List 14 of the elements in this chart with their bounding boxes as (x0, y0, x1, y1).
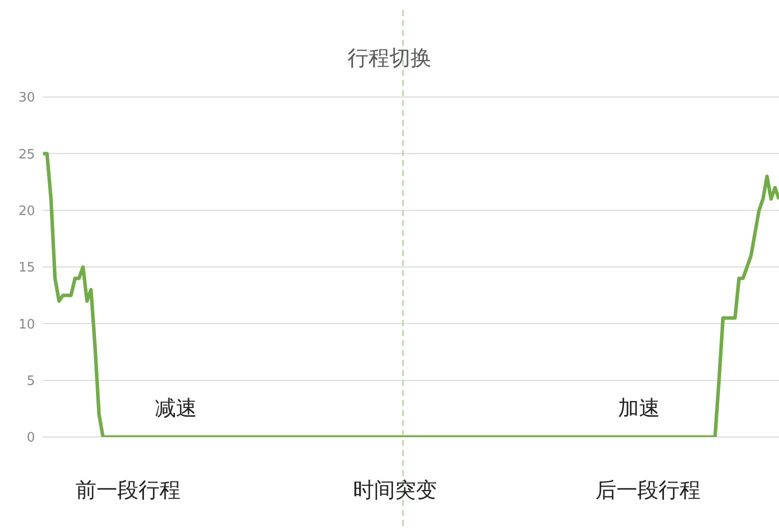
y-tick-label: 20 (18, 204, 35, 219)
text: 时间突变 (352, 477, 438, 504)
line-series (41, 152, 779, 437)
y-tick-label: 0 (26, 430, 35, 446)
annotation: 加速 (617, 395, 661, 422)
y-tick-label: 30 (18, 90, 35, 106)
y-tick-label: 15 (18, 260, 35, 276)
text: 前一段行程 (74, 477, 182, 504)
annotation: 减速 (154, 395, 198, 422)
text: 后一段行程 (594, 477, 702, 504)
y-tick-label: 25 (18, 147, 35, 162)
y-tick-label: 10 (18, 317, 35, 332)
chart-title: 行程切换 (346, 45, 432, 72)
y-tick-label: 5 (26, 374, 35, 389)
